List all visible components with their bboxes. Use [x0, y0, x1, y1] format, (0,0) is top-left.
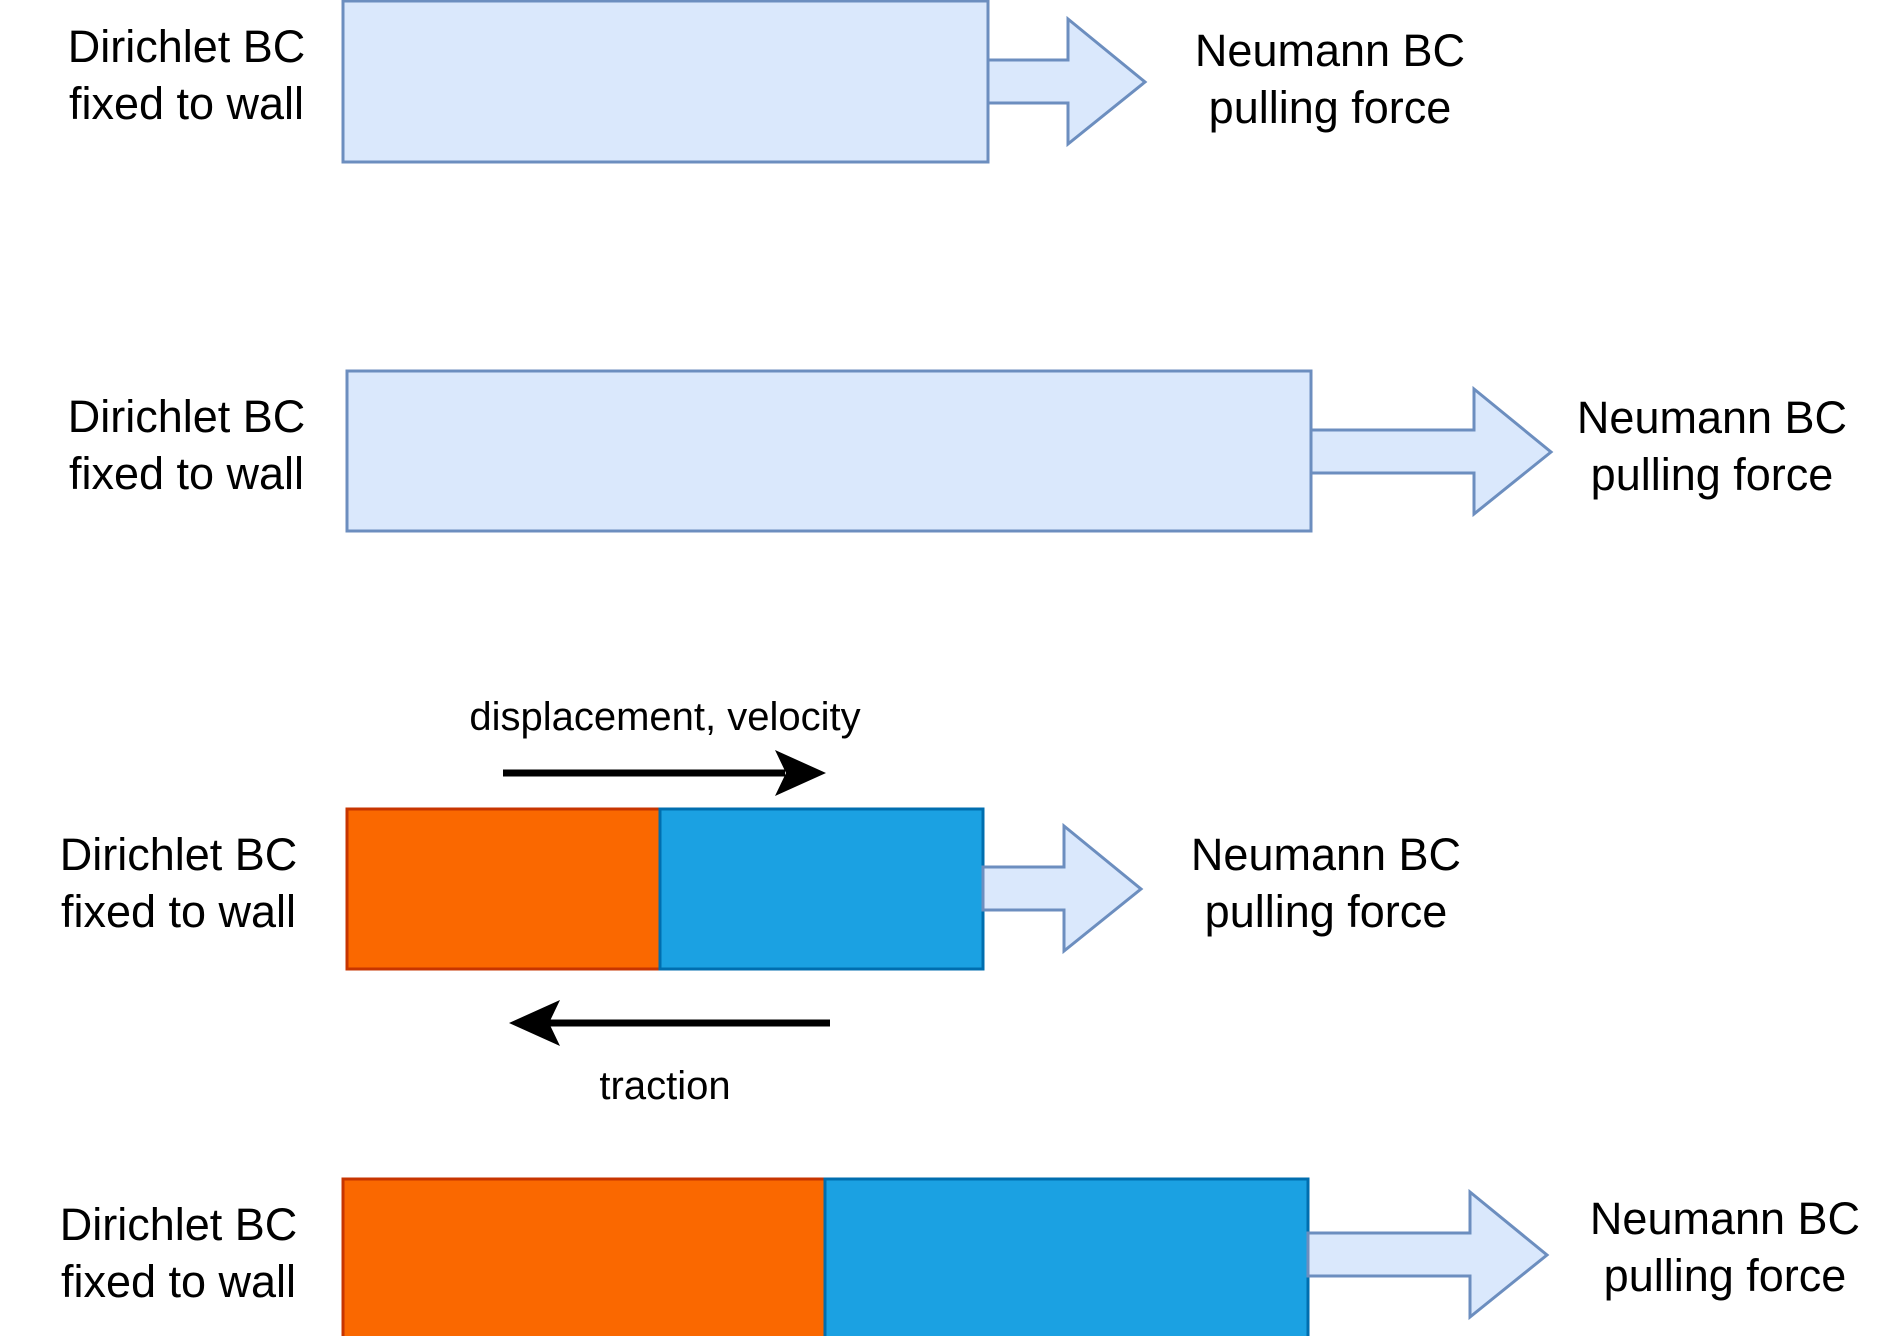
traction-label: traction — [599, 1064, 731, 1108]
neumann-label-1: Neumann BC pulling force — [1194, 25, 1466, 133]
displacement-velocity-label: displacement, velocity — [469, 695, 861, 739]
bar-3-part-b — [658, 807, 985, 971]
bar-2 — [345, 369, 1313, 533]
dirichlet-label-4: Dirichlet BC fixed to wall — [59, 1199, 298, 1307]
displacement-arrow-head — [775, 750, 826, 796]
panel-4 — [341, 1177, 1550, 1336]
dirichlet-label-3: Dirichlet BC fixed to wall — [59, 829, 298, 937]
force-arrow-1 — [986, 15, 1148, 148]
panel-3 — [345, 750, 1144, 1046]
force-arrow-4 — [1306, 1188, 1550, 1321]
bar-4-part-a — [341, 1177, 827, 1336]
neumann-label-2: Neumann BC pulling force — [1576, 392, 1848, 500]
panel-2 — [345, 369, 1554, 533]
force-arrow-3 — [981, 822, 1144, 955]
neumann-label-3: Neumann BC pulling force — [1190, 829, 1462, 937]
bar-1 — [341, 0, 990, 164]
bar-4-part-b — [823, 1177, 1310, 1336]
traction-arrow-head — [509, 1000, 560, 1046]
force-arrow-2 — [1309, 385, 1554, 518]
neumann-label-4: Neumann BC pulling force — [1589, 1193, 1861, 1301]
dirichlet-label-2: Dirichlet BC fixed to wall — [67, 391, 306, 499]
dirichlet-label-1: Dirichlet BC fixed to wall — [67, 21, 306, 129]
panel-1 — [341, 0, 1148, 164]
bar-3-part-a — [345, 807, 662, 971]
